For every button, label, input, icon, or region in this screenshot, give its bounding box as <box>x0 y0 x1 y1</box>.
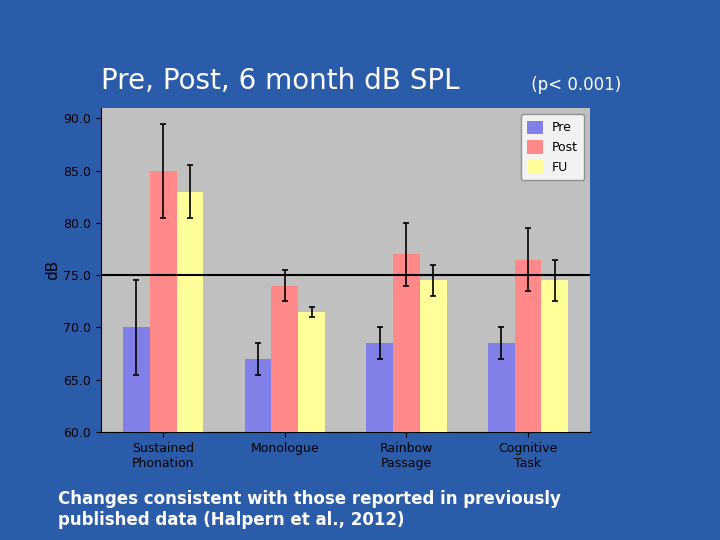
Bar <box>271 286 298 540</box>
Bar <box>488 343 515 540</box>
Bar <box>541 280 568 540</box>
Bar <box>420 280 446 540</box>
Bar <box>515 260 541 540</box>
Legend: Pre, Post, FU: Pre, Post, FU <box>521 114 584 180</box>
Text: (p< 0.001): (p< 0.001) <box>526 77 621 94</box>
Bar <box>366 343 393 540</box>
Bar <box>245 359 271 540</box>
Text: Changes consistent with those reported in previously
published data (Halpern et : Changes consistent with those reported i… <box>58 490 560 529</box>
Bar <box>298 312 325 540</box>
Bar <box>123 327 150 540</box>
Bar <box>150 171 176 540</box>
Y-axis label: dB: dB <box>45 260 60 280</box>
Bar <box>176 192 203 540</box>
Bar <box>393 254 420 540</box>
Text: Pre, Post, 6 month dB SPL: Pre, Post, 6 month dB SPL <box>101 66 459 94</box>
